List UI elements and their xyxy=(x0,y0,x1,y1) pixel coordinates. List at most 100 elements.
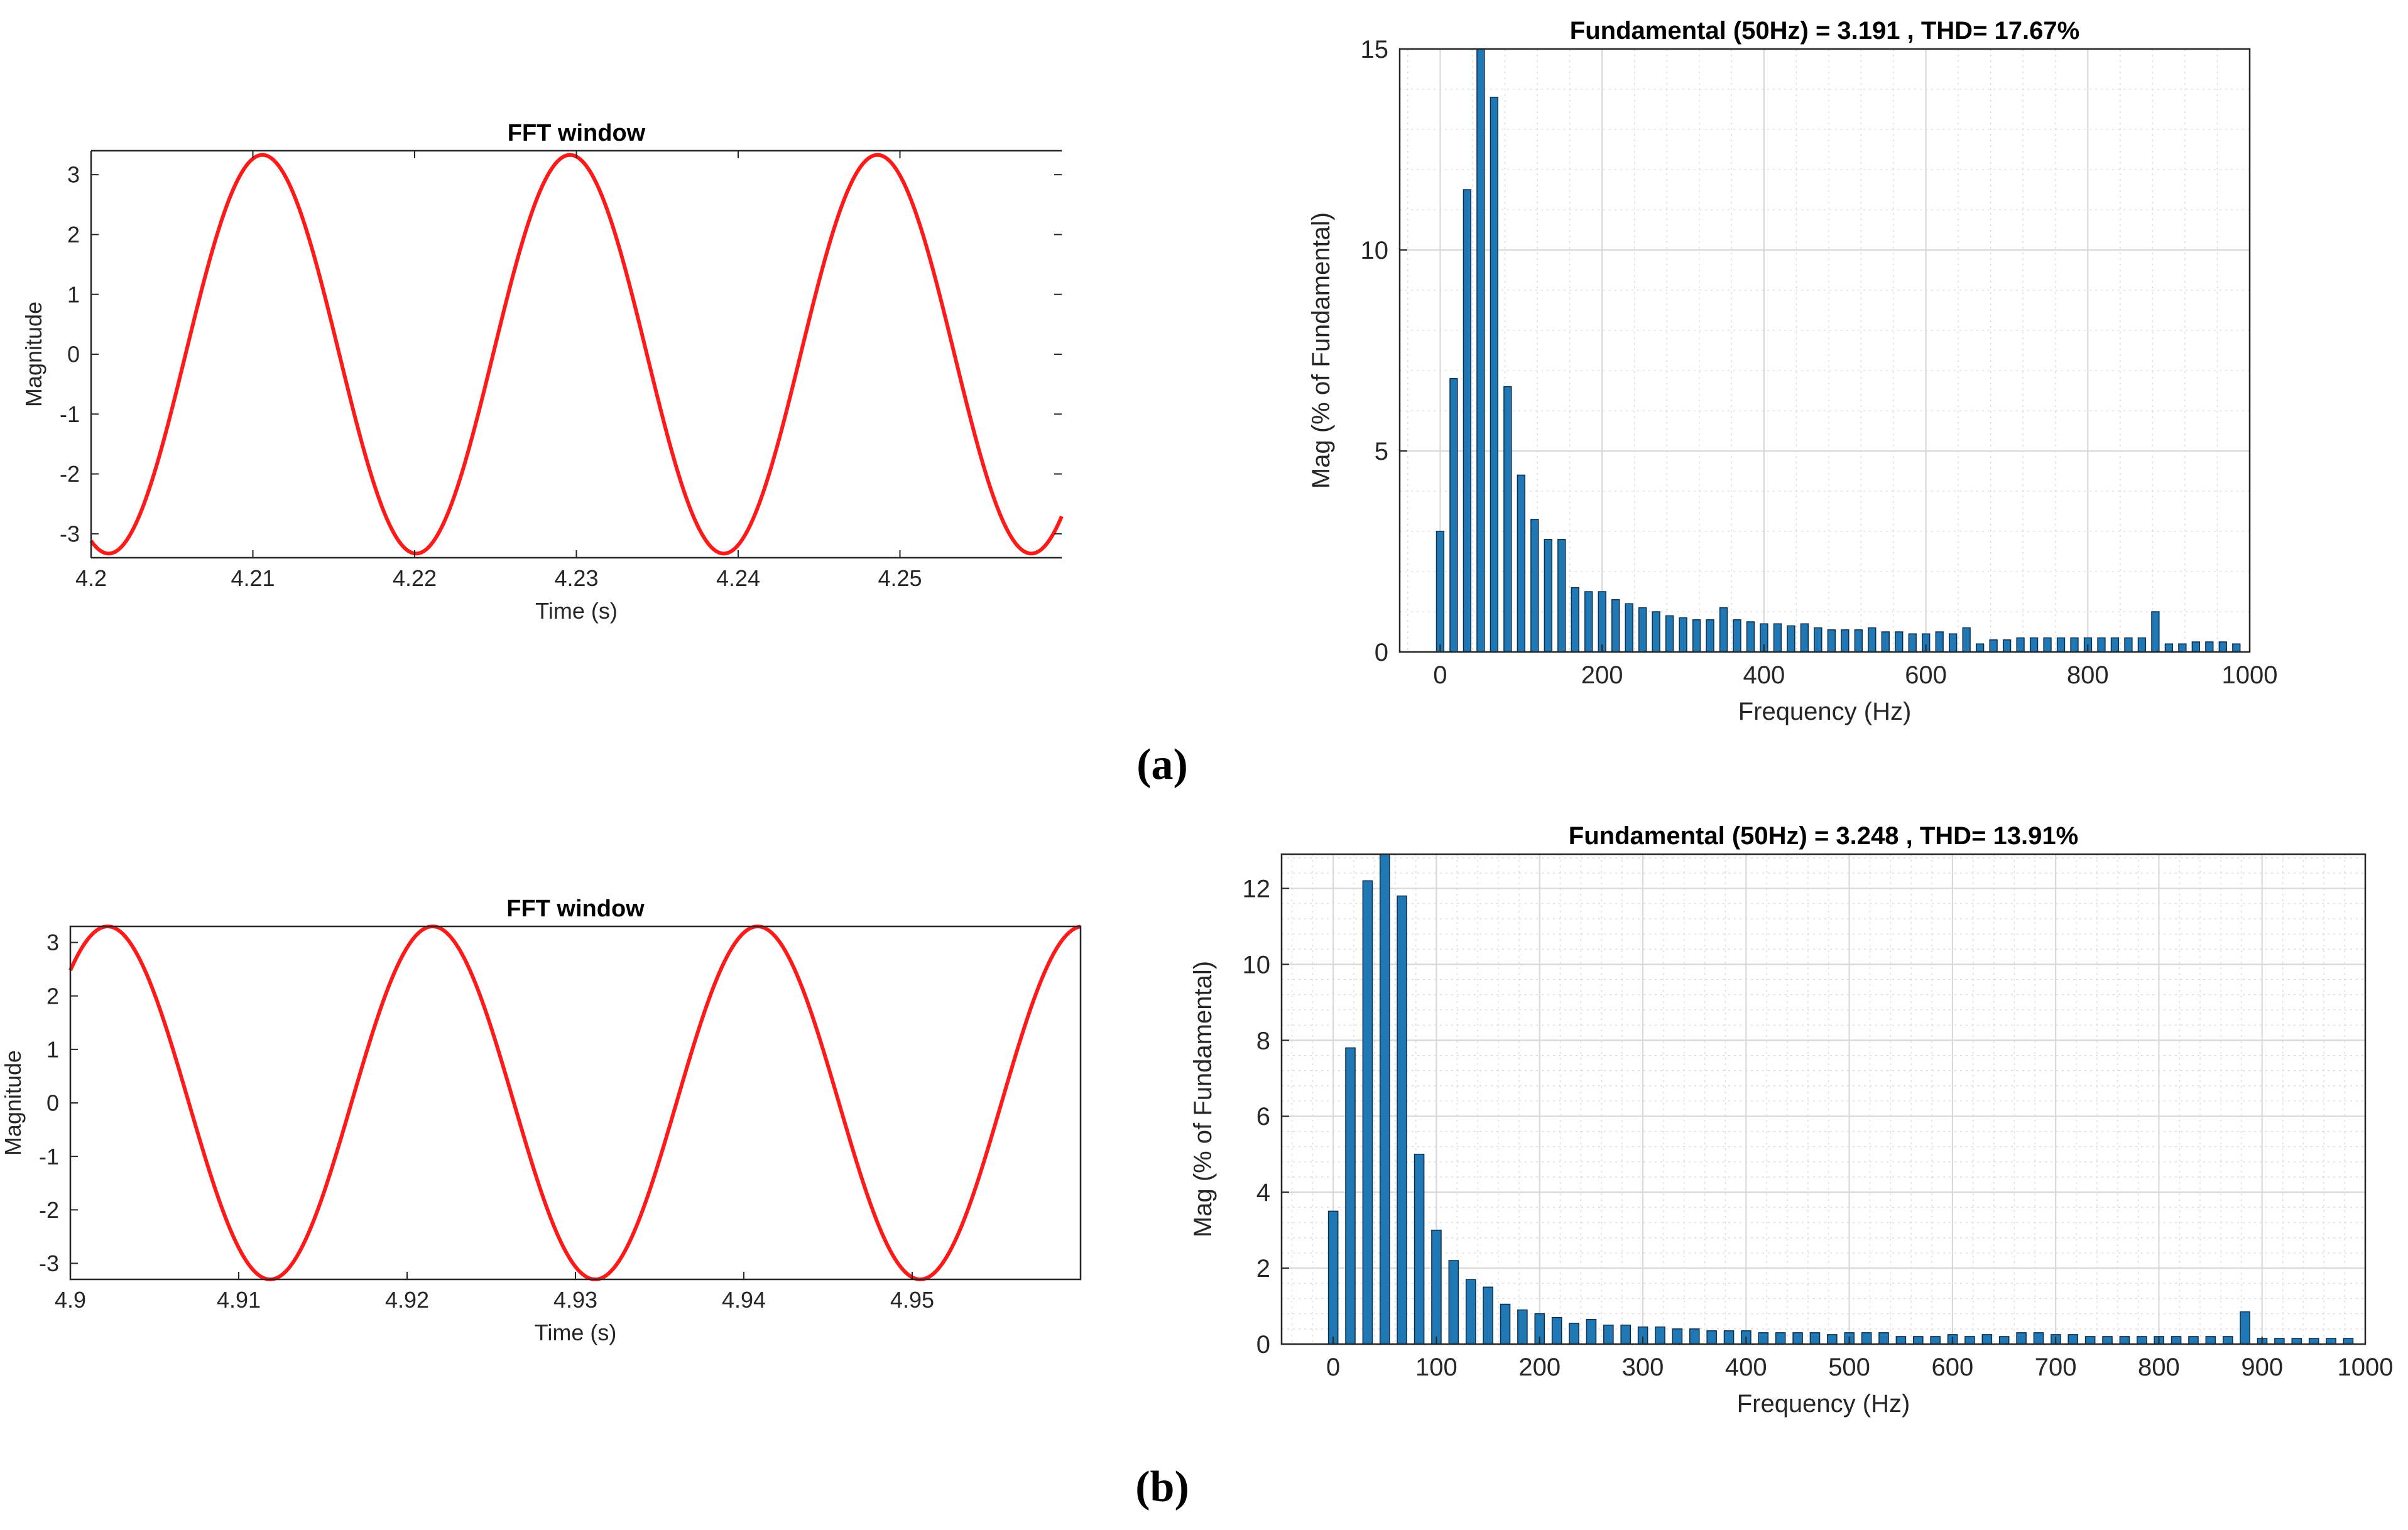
x-tick-label: 800 xyxy=(2138,1354,2180,1381)
plot-area xyxy=(70,926,1081,1279)
x-tick-label: 500 xyxy=(1828,1354,1870,1381)
bar xyxy=(2178,643,2187,653)
bar xyxy=(2151,611,2160,653)
bar xyxy=(1603,1325,1614,1345)
bar xyxy=(1638,607,1647,653)
bar xyxy=(1827,1334,1838,1345)
bar xyxy=(1719,607,1728,653)
y-tick-label: -1 xyxy=(60,401,80,427)
bar xyxy=(2043,637,2052,653)
x-tick-label: 4.23 xyxy=(554,565,598,591)
y-tick-label: 10 xyxy=(1361,237,1389,264)
y-tick-label: 2 xyxy=(1256,1255,1270,1283)
y-tick-label: 0 xyxy=(1256,1331,1270,1359)
bar xyxy=(1868,627,1877,653)
bar xyxy=(2016,1332,2027,1345)
bar xyxy=(1397,895,1407,1345)
bar xyxy=(2308,1338,2319,1345)
x-tick-label: 4.94 xyxy=(722,1287,766,1313)
bar xyxy=(1787,625,1795,653)
bar xyxy=(2002,639,2012,653)
chart-title: Fundamental (50Hz) = 3.248 , THD= 13.91% xyxy=(1569,822,2078,850)
bar xyxy=(1652,611,1660,653)
bar xyxy=(1625,603,1633,653)
y-tick-label: 2 xyxy=(67,222,80,247)
plot-area xyxy=(91,151,1062,558)
bar xyxy=(1517,474,1525,653)
bar xyxy=(1758,1332,1769,1345)
x-tick-label: 4.95 xyxy=(890,1287,934,1313)
bar xyxy=(1908,633,1917,653)
bar xyxy=(2222,1336,2233,1345)
bar xyxy=(2188,1336,2199,1345)
bar xyxy=(2171,1336,2182,1345)
y-axis-label: Mag (% of Fundamental) xyxy=(1189,961,1217,1237)
bar xyxy=(1881,631,1890,653)
chart-title: Fundamental (50Hz) = 3.191 , THD= 17.67% xyxy=(1570,17,2079,45)
x-tick-label: 4.25 xyxy=(878,565,922,591)
bar xyxy=(1998,1336,2010,1345)
bar xyxy=(1723,1330,1735,1345)
bar xyxy=(2218,641,2227,653)
y-tick-label: -3 xyxy=(39,1251,59,1276)
y-tick-label: 2 xyxy=(46,983,59,1009)
y-tick-label: 4 xyxy=(1256,1179,1270,1207)
bar xyxy=(2274,1338,2285,1345)
x-tick-label: 600 xyxy=(1905,661,1947,689)
bar xyxy=(1827,629,1836,653)
axes-box xyxy=(1280,853,2367,1345)
bar xyxy=(1490,97,1499,653)
bar xyxy=(1800,623,1809,653)
bar xyxy=(1431,1229,1442,1345)
bar xyxy=(1345,1047,1356,1345)
x-tick-label: 400 xyxy=(1725,1354,1767,1381)
bar xyxy=(1733,619,1741,653)
x-tick-label: 4.2 xyxy=(75,565,107,591)
y-tick-label: 0 xyxy=(1375,639,1388,666)
y-tick-label: -2 xyxy=(60,461,80,487)
chart-b-time-domain: 4.9 4.91 4.92 4.93 4.94 4.95 3 2 1 0 -1 -2 -3 FFT win… xyxy=(0,896,1082,1345)
plot-area xyxy=(1282,854,2365,1344)
chart-b-fft-spectrum: 0 100 200 300 400 500 600 700 800 900 1000 0 2 4 6 8 10 1… xyxy=(1189,822,2393,1418)
bar xyxy=(2029,637,2039,653)
bar xyxy=(1962,627,1971,653)
x-tick-label: 900 xyxy=(2241,1354,2283,1381)
x-tick-label: 4.91 xyxy=(217,1287,261,1313)
x-tick-label: 4.93 xyxy=(553,1287,597,1313)
axes-box xyxy=(1398,48,2251,653)
bar xyxy=(1611,599,1620,653)
bar xyxy=(1476,48,1485,653)
bar xyxy=(1792,1332,1803,1345)
y-tick-label: 12 xyxy=(1243,875,1271,903)
bar xyxy=(1620,1325,1631,1345)
bar xyxy=(1746,621,1755,653)
x-tick-label: 800 xyxy=(2067,661,2109,689)
bar xyxy=(1598,591,1606,653)
x-tick-label: 600 xyxy=(1931,1354,1973,1381)
x-tick-label: 100 xyxy=(1415,1354,1457,1381)
x-tick-label: 4.92 xyxy=(385,1287,429,1313)
bar xyxy=(1949,633,1958,653)
bar xyxy=(1449,378,1458,653)
y-tick-label: 5 xyxy=(1375,438,1388,465)
x-axis-label: Time (s) xyxy=(535,598,618,624)
x-tick-label: 1000 xyxy=(2222,661,2278,689)
bar xyxy=(1706,1330,1717,1345)
y-axis-label: Magnitude xyxy=(0,1050,26,1156)
bar xyxy=(1483,1286,1493,1345)
x-tick-label: 200 xyxy=(1581,661,1623,689)
x-axis-label: Frequency (Hz) xyxy=(1737,1390,1910,1418)
bar xyxy=(1584,591,1593,653)
chart-title: FFT window xyxy=(508,120,646,146)
bar xyxy=(1463,189,1472,653)
bar xyxy=(1448,1260,1459,1345)
bar xyxy=(1861,1332,1872,1345)
bar xyxy=(1500,1303,1511,1345)
bar xyxy=(1655,1327,1665,1345)
chart-title: FFT window xyxy=(506,896,645,922)
bar xyxy=(2124,637,2133,653)
x-tick-label: 400 xyxy=(1743,661,1785,689)
bar xyxy=(1930,1336,1941,1345)
caption-b: (b) xyxy=(1135,1463,1189,1511)
